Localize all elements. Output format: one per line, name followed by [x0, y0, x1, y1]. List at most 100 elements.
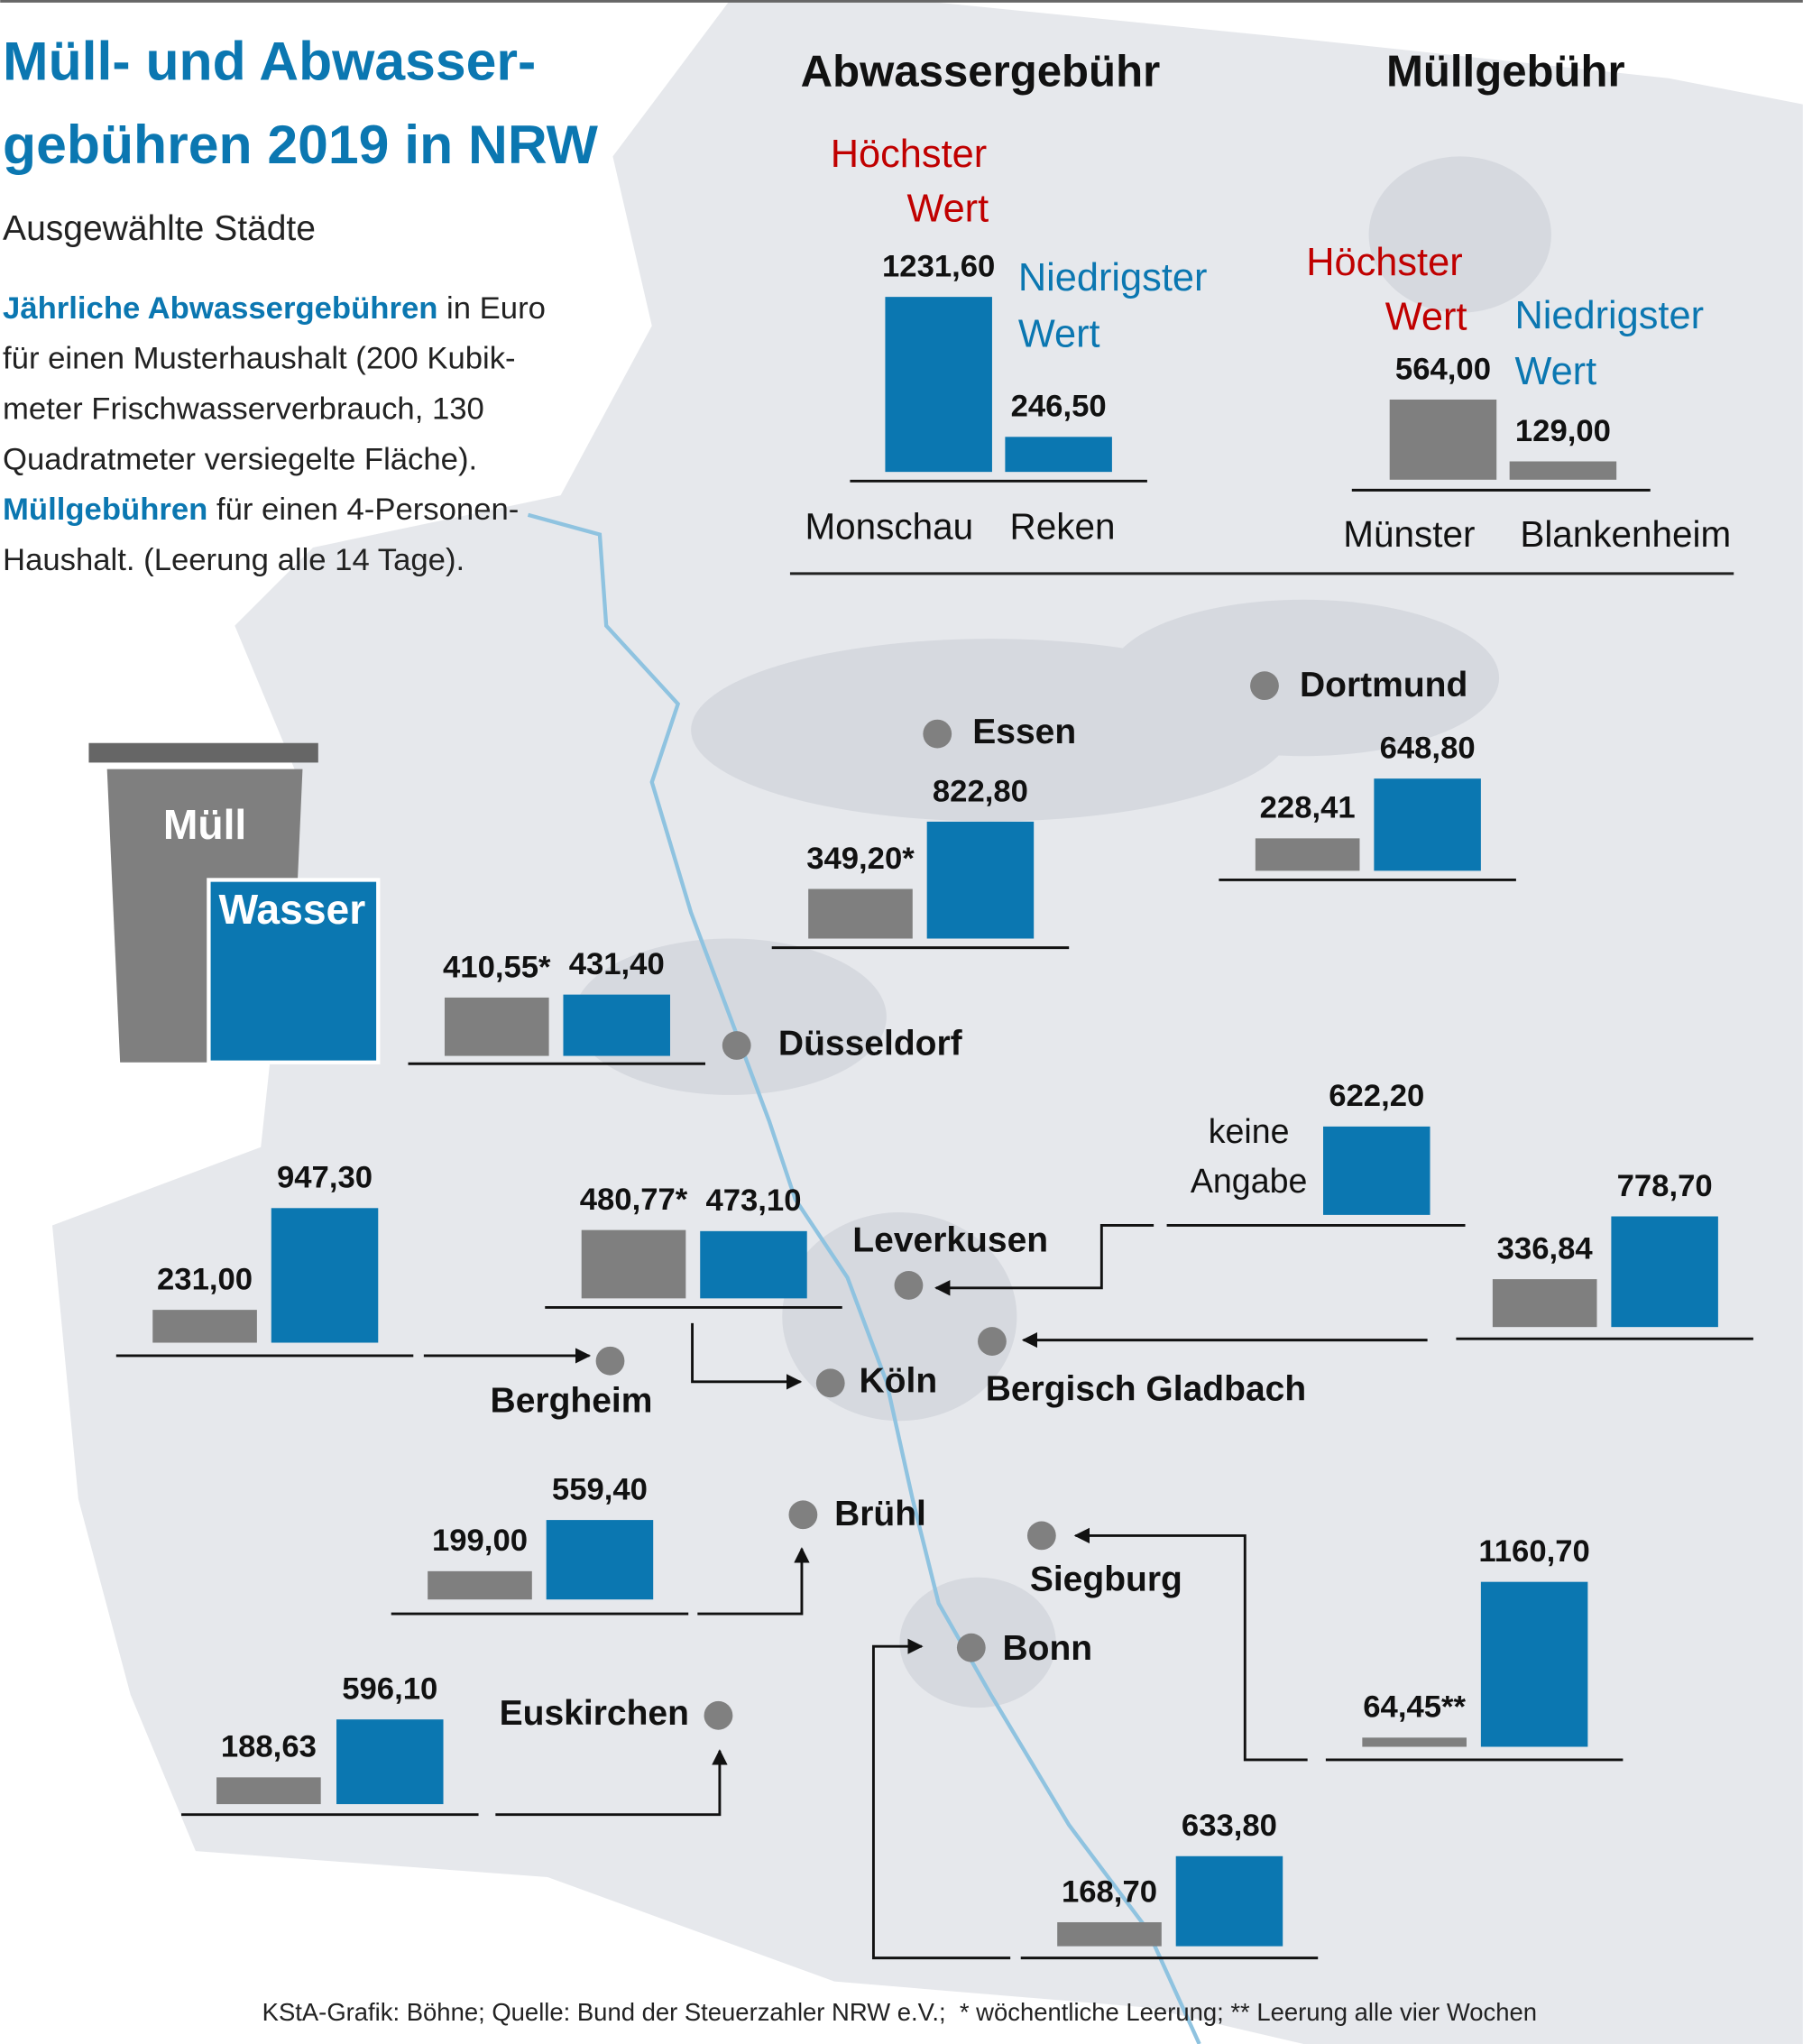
connector-arrow — [871, 1638, 1011, 1960]
value-label: 336,84 — [1497, 1231, 1594, 1266]
city-dot — [704, 1700, 733, 1730]
panel-title: Müllgebühr — [1386, 47, 1625, 96]
value-label: 648,80 — [1380, 732, 1476, 766]
value-label: 199,00 — [432, 1524, 528, 1558]
bin-lid — [88, 742, 318, 763]
description: für einen Musterhaushalt (200 Kubik- — [3, 342, 516, 376]
description-highlight: Müllgebühren — [3, 493, 207, 527]
value-label: 431,40 — [569, 947, 665, 981]
bar — [1374, 778, 1481, 871]
city-name: Euskirchen — [500, 1694, 689, 1733]
bar — [271, 1208, 379, 1343]
subtitle: Ausgewählte Städte — [3, 209, 316, 248]
city-name: Brühl — [834, 1495, 926, 1533]
bar — [563, 994, 670, 1056]
value-label: 564,00 — [1395, 352, 1491, 386]
header: Müll- und Abwasser- gebühren 2019 in NRW… — [3, 30, 599, 248]
bar — [1175, 1855, 1283, 1947]
description-highlight: Jährliche Abwassergebühren — [3, 291, 437, 326]
bar — [216, 1777, 321, 1805]
value-label: 559,40 — [552, 1472, 648, 1506]
legend: Müll Wasser — [88, 742, 381, 1064]
description-text: Haushalt. (Leerung alle 14 Tage). — [3, 543, 465, 577]
bar — [1480, 1581, 1588, 1747]
value-label: 947,30 — [277, 1161, 373, 1195]
description-text: Quadratmeter versiegelte Fläche). — [3, 442, 477, 476]
bar — [1492, 1279, 1597, 1328]
value-label: 1231,60 — [882, 250, 995, 284]
bar — [1005, 437, 1112, 473]
city-dot — [978, 1327, 1007, 1356]
city-name: Münster — [1343, 513, 1475, 555]
high-label: Wert — [1385, 296, 1467, 339]
value-label: 228,41 — [1260, 791, 1356, 825]
value-label: 349,20* — [806, 842, 915, 876]
city-name: Bergheim — [491, 1381, 653, 1420]
description: Haushalt. (Leerung alle 14 Tage). — [3, 543, 465, 577]
city-name: Reken — [1010, 505, 1116, 547]
high-label: Höchster — [831, 133, 987, 176]
connector-arrow — [495, 1749, 728, 1817]
description: Müllgebühren für einen 4-Personen- — [3, 493, 519, 527]
description: meter Frischwasserverbrauch, 130 — [3, 392, 484, 427]
city-name: Bonn — [1002, 1629, 1092, 1668]
city-dot — [1250, 671, 1279, 701]
description: Quadratmeter versiegelte Fläche). — [3, 442, 477, 476]
bar — [1389, 399, 1497, 480]
city-dot — [788, 1500, 818, 1530]
low-label: Niedrigster — [1514, 294, 1704, 337]
value-label: 231,00 — [157, 1262, 253, 1296]
high-label: Höchster — [1306, 241, 1462, 284]
value-label: 822,80 — [933, 774, 1028, 808]
city-name: Düsseldorf — [778, 1024, 963, 1063]
city-dot — [956, 1633, 986, 1662]
value-label: 1160,70 — [1478, 1534, 1589, 1569]
bar — [1611, 1216, 1718, 1328]
bar — [926, 821, 1035, 939]
value-label: 473,10 — [705, 1183, 801, 1218]
bar — [700, 1230, 807, 1299]
city-name: Bergisch Gladbach — [986, 1369, 1306, 1408]
city-dot — [595, 1346, 625, 1376]
city-dot — [815, 1368, 845, 1398]
footer: KStA-Grafik: Böhne; Quelle: Bund der Ste… — [262, 1998, 1537, 2026]
no-data-note: Angabe — [1191, 1162, 1308, 1200]
high-label: Wert — [906, 188, 989, 231]
city-dot — [894, 1271, 924, 1300]
bar — [808, 888, 913, 939]
connector-arrow — [697, 1547, 810, 1616]
description-text: für einen Musterhaushalt (200 Kubik- — [3, 342, 516, 376]
water-box — [207, 878, 381, 1064]
title: Müll- und Abwasser- — [3, 30, 536, 91]
low-label: Niedrigster — [1018, 256, 1208, 299]
legend-label: Müll — [163, 801, 246, 848]
no-data-note: keine — [1209, 1112, 1290, 1150]
bar — [581, 1229, 686, 1299]
value-label: 622,20 — [1329, 1079, 1424, 1113]
panel-title: Abwassergebühr — [801, 47, 1161, 96]
value-label: 246,50 — [1011, 390, 1107, 424]
connector-arrow — [1073, 1527, 1308, 1762]
description-text: in Euro — [437, 291, 546, 326]
bar — [1057, 1922, 1162, 1947]
bar — [1362, 1737, 1467, 1747]
city-dot — [1026, 1521, 1056, 1551]
low-label: Wert — [1018, 312, 1100, 355]
description-text: meter Frischwasserverbrauch, 130 — [3, 392, 484, 427]
connector-arrow — [934, 1223, 1154, 1296]
bar — [885, 297, 992, 473]
city-name: Blankenheim — [1520, 513, 1731, 555]
legend-label: Wasser — [219, 886, 366, 933]
city-dot — [923, 719, 952, 749]
bar — [428, 1570, 532, 1600]
city-name: Essen — [972, 713, 1076, 751]
city-dot — [722, 1031, 751, 1060]
value-label: 64,45** — [1363, 1690, 1466, 1725]
value-label: 129,00 — [1515, 414, 1611, 448]
bar — [546, 1520, 654, 1600]
low-label: Wert — [1514, 350, 1596, 393]
map-region — [51, 0, 1803, 2044]
bar — [444, 997, 549, 1056]
value-label: 480,77* — [580, 1183, 688, 1217]
bar — [152, 1310, 257, 1343]
